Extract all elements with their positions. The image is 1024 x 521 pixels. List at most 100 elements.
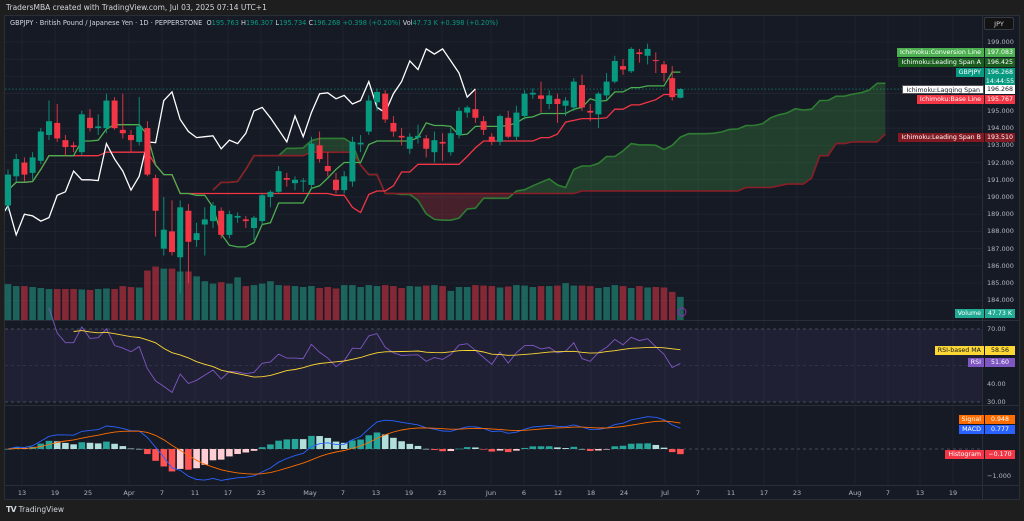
open-value: 195.763 xyxy=(211,19,239,27)
tag-label: Ichimoku:Base Line xyxy=(916,95,984,104)
candle xyxy=(300,178,307,192)
tag-symbol[interactable]: GBPJPY 196.268 xyxy=(955,68,1015,77)
histogram-bar xyxy=(529,446,537,449)
time-tick: 12 xyxy=(553,489,563,497)
signal-line xyxy=(7,420,681,475)
countdown-tag: 14:44:55 xyxy=(984,77,1015,86)
cloud-segment xyxy=(852,92,861,142)
histogram-bar xyxy=(660,447,668,449)
footer-brand: TradingView xyxy=(18,505,64,514)
high-value: 196.307 xyxy=(246,19,274,27)
candle-body xyxy=(365,100,372,132)
candle xyxy=(382,90,389,123)
candle xyxy=(472,90,479,123)
candle-body xyxy=(152,178,159,211)
candle xyxy=(652,52,659,73)
cloud-segment xyxy=(754,123,763,188)
tradingview-footer[interactable]: TV TradingView xyxy=(6,505,64,514)
volume-bar xyxy=(357,287,364,320)
candle-body xyxy=(620,66,626,70)
low-value: 195.734 xyxy=(279,19,307,27)
currency-button[interactable]: JPY xyxy=(984,17,1014,30)
histogram-bar xyxy=(668,449,676,453)
time-tick: Jul xyxy=(661,489,669,497)
candle-body xyxy=(431,140,438,153)
cloud-segment xyxy=(631,143,640,191)
volume-bar xyxy=(250,285,258,320)
volume-bar xyxy=(176,271,184,320)
cloud-segment xyxy=(664,145,673,191)
volume-bar xyxy=(332,288,340,320)
tag-volume[interactable]: Volume 47.73 K xyxy=(954,309,1015,318)
candle-body xyxy=(259,195,266,222)
tag-value: 0.777 xyxy=(985,425,1015,434)
tag-histogram[interactable]: Histogram −0.170 xyxy=(945,450,1015,459)
tag-signal[interactable]: Signal 0.948 xyxy=(958,415,1015,424)
volume-bar xyxy=(37,287,45,320)
tag-macd[interactable]: MACD 0.777 xyxy=(959,425,1015,434)
tag-conversion[interactable]: Ichimoku:Conversion Line 197.083 xyxy=(896,48,1015,57)
cloud-segment xyxy=(483,193,492,199)
time-tick: Jun xyxy=(485,489,497,497)
histogram-bar xyxy=(217,449,225,460)
macd-line xyxy=(7,416,681,481)
lightning-alert-icon xyxy=(677,307,687,317)
tag-span-a[interactable]: Ichimoku:Leading Span A 196.425 xyxy=(898,58,1015,67)
histogram-bar xyxy=(619,445,627,449)
tag-label: Volume xyxy=(954,309,984,318)
tag-span-b[interactable]: Ichimoku:Leading Span B 193.510 xyxy=(898,133,1015,142)
candle-body xyxy=(283,178,290,180)
volume-bar xyxy=(463,287,471,320)
histogram-bar xyxy=(283,439,291,449)
cloud-segment xyxy=(795,108,804,185)
tag-base[interactable]: Ichimoku:Base Line 195.767 xyxy=(916,95,1015,104)
candle-body xyxy=(579,85,585,108)
candle xyxy=(456,107,462,139)
histogram-bar xyxy=(521,447,528,449)
time-tick: 11 xyxy=(190,489,200,497)
candle xyxy=(423,134,430,158)
candle xyxy=(488,133,495,146)
candle-body xyxy=(169,231,175,253)
candle xyxy=(5,169,11,211)
cloud-segment xyxy=(869,83,878,142)
candle xyxy=(431,131,438,163)
symbol-title[interactable]: GBPJPY · British Pound / Japanese Yen · … xyxy=(10,19,203,27)
volume-bar xyxy=(94,288,102,320)
cloud-segment xyxy=(606,156,615,191)
volume-bar xyxy=(480,285,487,320)
candle-body xyxy=(316,145,323,160)
volume-bar xyxy=(78,289,86,320)
volume-bar xyxy=(234,277,241,320)
cloud-segment xyxy=(811,100,820,179)
cloud-segment xyxy=(836,96,845,144)
candle-body xyxy=(357,142,364,145)
cloud-segment xyxy=(426,193,435,220)
price-tick: 190.000 xyxy=(987,192,1014,201)
volume-bar xyxy=(12,286,20,320)
tag-lagging[interactable]: Ichimoku:Lagging Span 196.268 xyxy=(902,85,1015,94)
candle-body xyxy=(661,64,667,73)
volume-bar xyxy=(627,287,635,320)
histogram-bar xyxy=(62,442,69,449)
volume-bar xyxy=(603,287,610,320)
candle xyxy=(603,72,610,101)
volume-bar xyxy=(29,287,36,320)
tag-rsi-ma[interactable]: RSI-based MA 58.56 xyxy=(934,346,1015,355)
cloud-segment xyxy=(696,133,705,191)
volume-value: 47.73 K xyxy=(412,19,438,27)
candle-body xyxy=(390,122,397,132)
histogram-bar xyxy=(78,442,86,449)
histogram-bar xyxy=(291,438,299,449)
candle xyxy=(251,215,257,241)
histogram-bar xyxy=(275,440,282,449)
candle-body xyxy=(554,98,561,104)
histogram-bar xyxy=(488,449,496,452)
cloud-segment xyxy=(442,193,451,221)
candle-body xyxy=(587,110,594,113)
histogram-bar xyxy=(53,441,61,449)
volume-bar xyxy=(103,288,110,320)
tag-rsi[interactable]: RSI 51.60 xyxy=(967,358,1015,367)
candle-body xyxy=(144,128,151,175)
